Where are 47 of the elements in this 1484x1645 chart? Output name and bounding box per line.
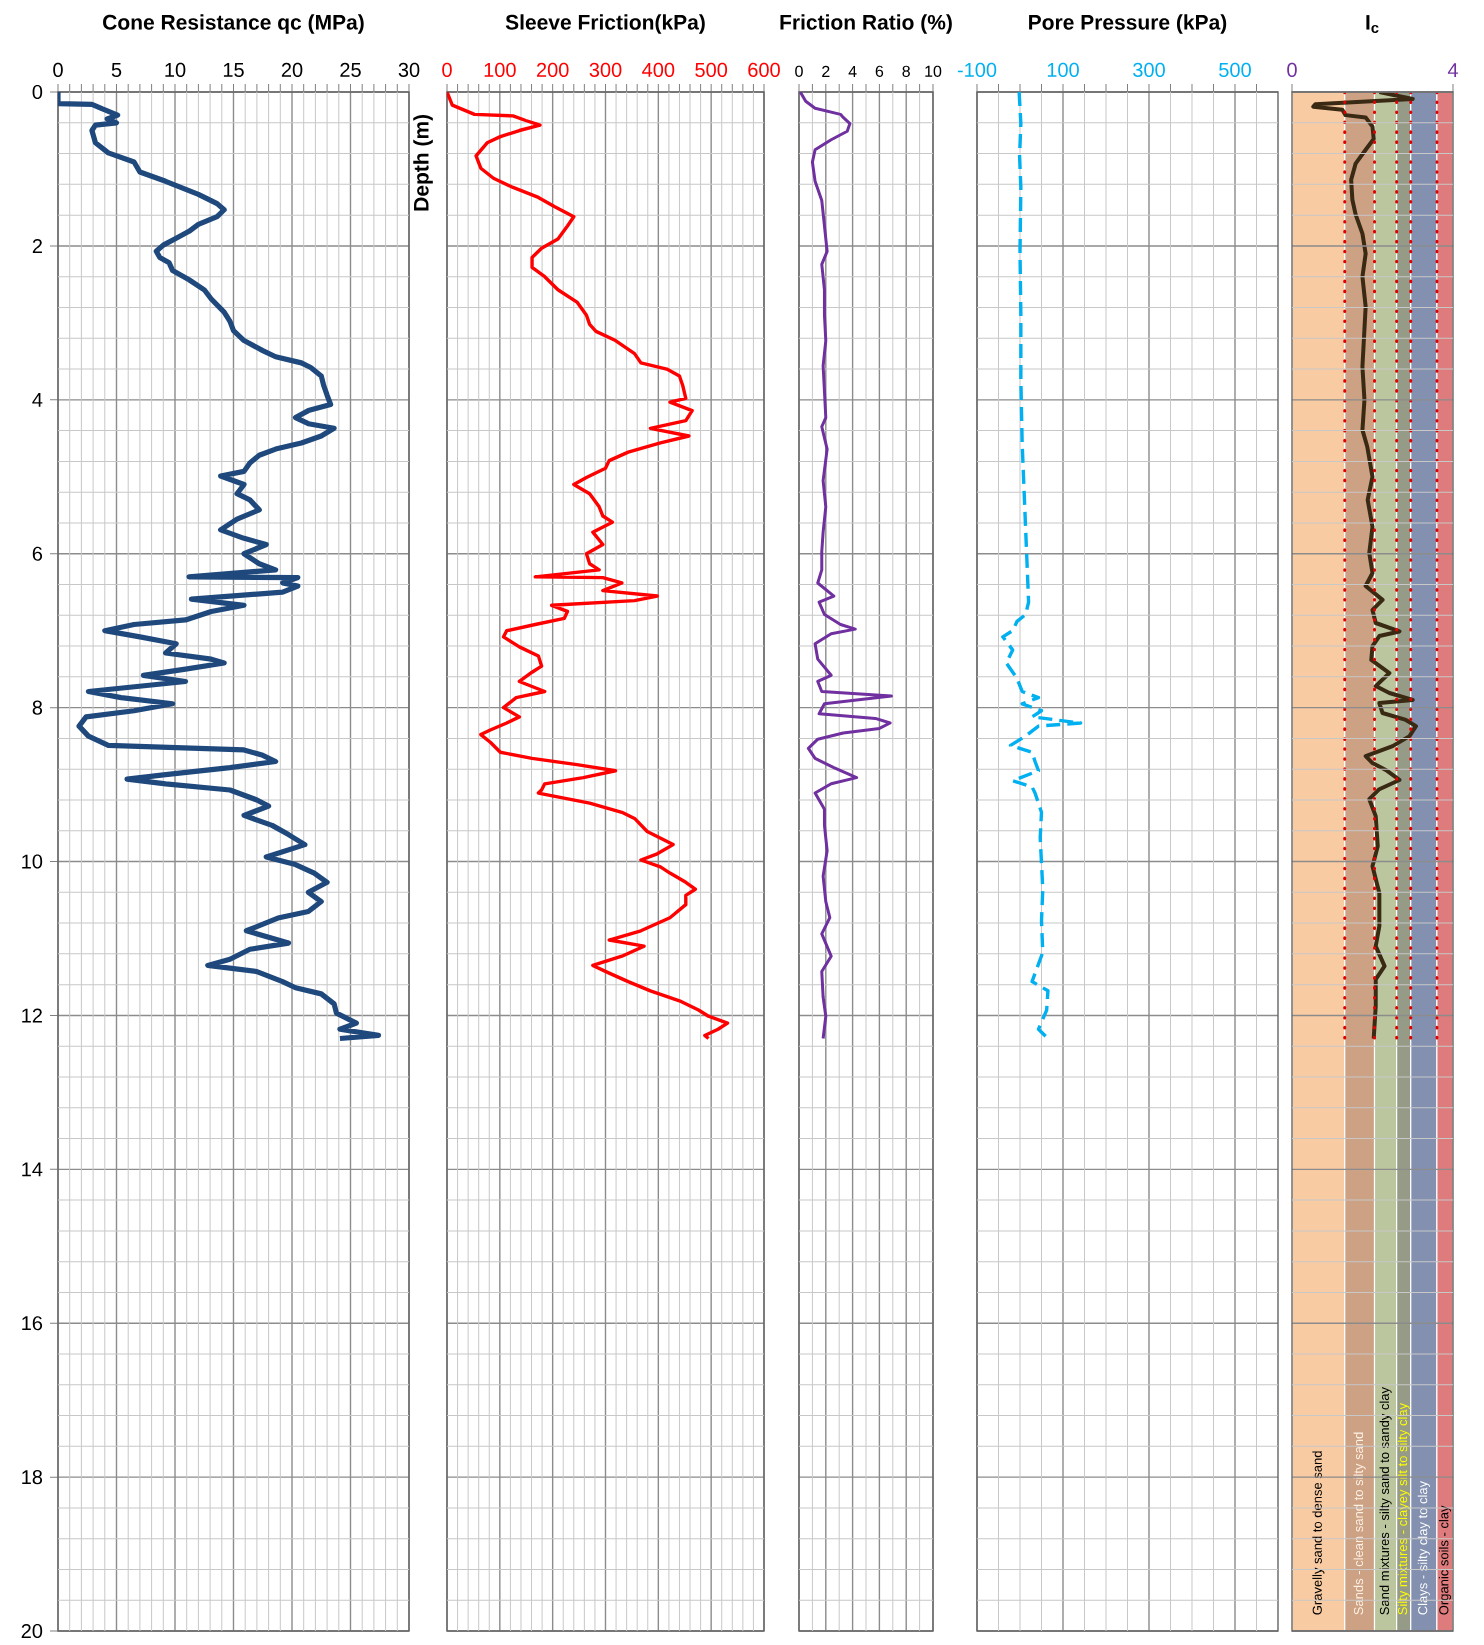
- chart-title: I$_{c}$: [1366, 15, 1379, 33]
- x-tick-label: 100: [1047, 62, 1079, 77]
- x-tick-label: 200: [536, 62, 569, 77]
- y-axis-title: Depth (m): [413, 114, 433, 211]
- x-tick-label: 4: [1447, 63, 1458, 77]
- y-tick-label: 2: [32, 238, 42, 253]
- chart-title: Friction Ratio (%): [780, 14, 952, 34]
- y-tick-label: 12: [22, 1008, 42, 1023]
- y-tick-label: 8: [32, 700, 43, 715]
- y-tick-label: 4: [32, 392, 43, 407]
- x-tick-label: 30: [398, 62, 420, 77]
- x-tick-label: 25: [340, 62, 361, 77]
- y-tick-label: 14: [22, 1162, 43, 1177]
- x-tick-label: 6: [875, 65, 884, 77]
- x-tick-label: 10: [165, 62, 186, 77]
- x-tick-label: 0: [442, 62, 452, 77]
- x-tick-label: 2: [822, 65, 830, 77]
- x-tick-label: 100: [484, 62, 516, 77]
- x-tick-label: -100: [957, 62, 997, 77]
- y-tick-label: 0: [32, 84, 43, 100]
- x-tick-label: 500: [1219, 62, 1251, 77]
- x-tick-label: 600: [748, 62, 780, 77]
- x-tick-label: 300: [1133, 62, 1165, 77]
- chart-title: Cone Resistance qc (MPa): [103, 14, 364, 34]
- x-tick-label: 15: [223, 63, 244, 77]
- x-tick-label: 500: [695, 62, 728, 77]
- x-tick-label: 0: [1287, 62, 1297, 77]
- y-tick-label: 20: [21, 1623, 43, 1639]
- x-tick-label: 5: [111, 63, 122, 77]
- x-tick-label: 8: [902, 65, 910, 77]
- x-tick-label: 400: [642, 62, 675, 77]
- chart-title: Sleeve Friction(kPa): [505, 14, 705, 34]
- band-label: Sands - clean sand to silty sand: [1353, 1432, 1366, 1615]
- band-label: Sand mixtures - silty sand to sandy clay: [1379, 1387, 1392, 1615]
- x-tick-label: 10: [925, 65, 942, 77]
- band-label: Gravelly sand to dense sand: [1312, 1451, 1325, 1615]
- x-tick-label: 0: [53, 62, 63, 77]
- x-tick-label: 20: [281, 62, 303, 77]
- band-label: Organic soils - clay: [1438, 1505, 1452, 1615]
- chart-title: Pore Pressure (kPa): [1029, 14, 1227, 34]
- y-tick-label: 10: [22, 854, 43, 869]
- y-tick-label: 6: [32, 546, 43, 561]
- x-tick-label: 300: [589, 62, 622, 77]
- x-tick-label: 4: [848, 65, 857, 77]
- y-tick-label: 18: [22, 1470, 43, 1485]
- x-tick-label: 0: [795, 65, 803, 77]
- y-tick-label: 16: [22, 1316, 43, 1331]
